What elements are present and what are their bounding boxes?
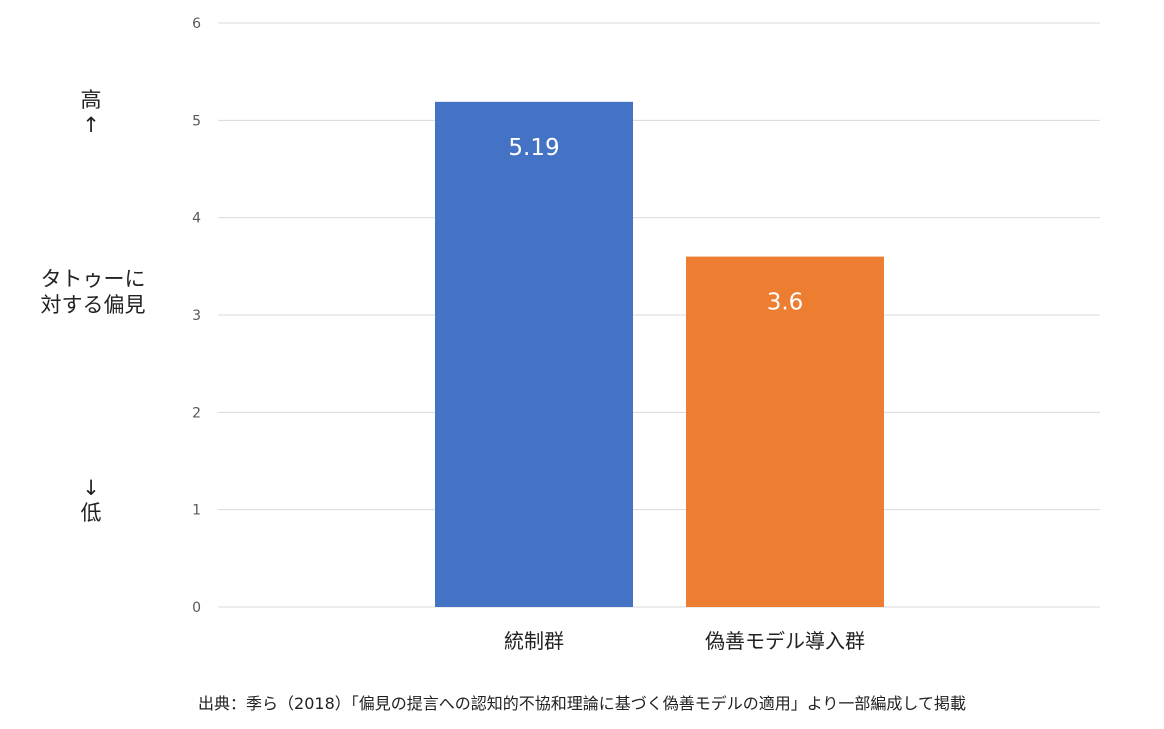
y-tick-label: 4 xyxy=(192,211,201,227)
y-axis-title: タトゥーに 対する偏見 xyxy=(30,266,156,319)
y-tick-label: 1 xyxy=(192,503,201,519)
y-axis-title-line2: 対する偏見 xyxy=(40,293,146,318)
y-tick-label: 2 xyxy=(192,405,201,421)
x-category-label: 偽善モデル導入群 xyxy=(705,629,865,653)
up-arrow-icon: ↑ xyxy=(82,113,100,138)
y-annotation-high: 高 ↑ xyxy=(76,88,106,138)
bar-value-label: 3.6 xyxy=(767,290,804,316)
down-arrow-icon: ↓ xyxy=(82,476,100,500)
source-note: 出典：季ら（2018）「偏見の提言への認知的不協和理論に基づく偽善モデルの適用」… xyxy=(198,694,966,713)
x-category-label: 統制群 xyxy=(504,629,564,653)
y-annotation-low: ↓ 低 xyxy=(76,476,106,526)
y-tick-label: 3 xyxy=(192,308,201,324)
bar xyxy=(686,256,884,607)
y-tick-label: 0 xyxy=(192,600,201,616)
bar-value-label: 5.19 xyxy=(508,135,559,161)
y-tick-label: 6 xyxy=(192,16,201,32)
low-label: 低 xyxy=(80,501,102,526)
bar xyxy=(435,101,633,607)
y-axis-title-line1: タトゥーに xyxy=(40,267,146,291)
high-label: 高 xyxy=(80,88,102,112)
y-tick-label: 5 xyxy=(192,113,201,129)
